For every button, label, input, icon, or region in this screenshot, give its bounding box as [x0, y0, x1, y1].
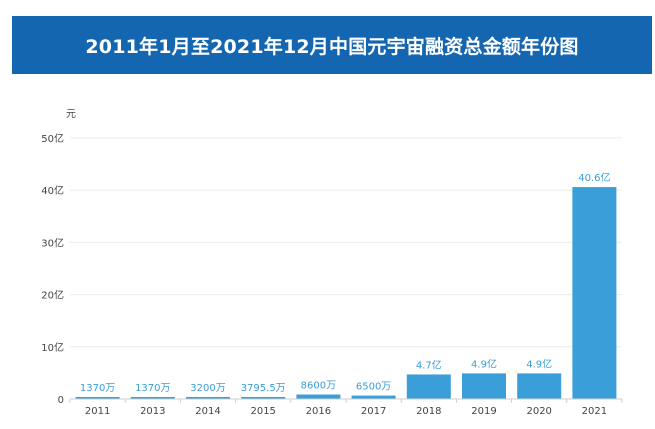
y-axis: 0 10亿 20亿 30亿 40亿 50亿 — [41, 132, 64, 406]
bar — [572, 187, 617, 399]
y-tick-label: 30亿 — [41, 236, 64, 249]
x-tick-label: 2019 — [471, 406, 496, 417]
bar — [517, 373, 562, 399]
x-tick-label: 2018 — [416, 406, 441, 417]
data-label: 6500万 — [356, 382, 391, 393]
y-axis-unit-label: 元 — [66, 109, 76, 120]
y-tick-label: 50亿 — [41, 132, 64, 145]
x-tick-label: 2021 — [582, 406, 607, 417]
data-label: 3200万 — [190, 383, 225, 394]
bar — [351, 395, 396, 399]
data-label: 1370万 — [135, 383, 170, 394]
bar — [130, 397, 175, 399]
y-tick-label: 40亿 — [41, 184, 64, 197]
bar — [75, 397, 120, 399]
data-label: 40.6亿 — [578, 171, 610, 184]
x-tick-label: 2014 — [195, 406, 220, 417]
bar — [296, 394, 341, 399]
chart-title: 2011年1月至2021年12月中国元宇宙融资总金额年份图 — [12, 16, 652, 74]
x-tick-label: 2015 — [250, 406, 275, 417]
bar — [241, 397, 286, 399]
x-tick-label: 2016 — [306, 406, 331, 417]
data-label: 4.7亿 — [416, 358, 442, 371]
bar — [462, 373, 506, 399]
x-tick-label: 2011 — [85, 406, 110, 417]
data-label: 3795.5万 — [241, 383, 286, 394]
y-tick-label: 0 — [58, 395, 64, 406]
x-tick-label: 2017 — [361, 406, 386, 417]
x-axis: 2011 2013 2014 2015 2016 2017 2018 2019 2020 2021 — [69, 398, 623, 417]
bars: 1370万 1370万 3200万 3795.5万 8600万 6500万 4.7亿 4.9亿… — [75, 171, 617, 399]
y-tick-label: 10亿 — [41, 341, 64, 354]
gridlines — [70, 137, 622, 348]
bar — [406, 374, 451, 399]
y-tick-label: 20亿 — [41, 289, 64, 302]
x-tick-label: 2020 — [526, 406, 551, 417]
data-label: 1370万 — [80, 383, 115, 394]
data-label: 4.9亿 — [471, 357, 497, 370]
x-tick-label: 2013 — [140, 406, 165, 417]
data-label: 8600万 — [301, 381, 336, 392]
data-label: 4.9亿 — [526, 357, 552, 370]
bar — [186, 397, 230, 399]
